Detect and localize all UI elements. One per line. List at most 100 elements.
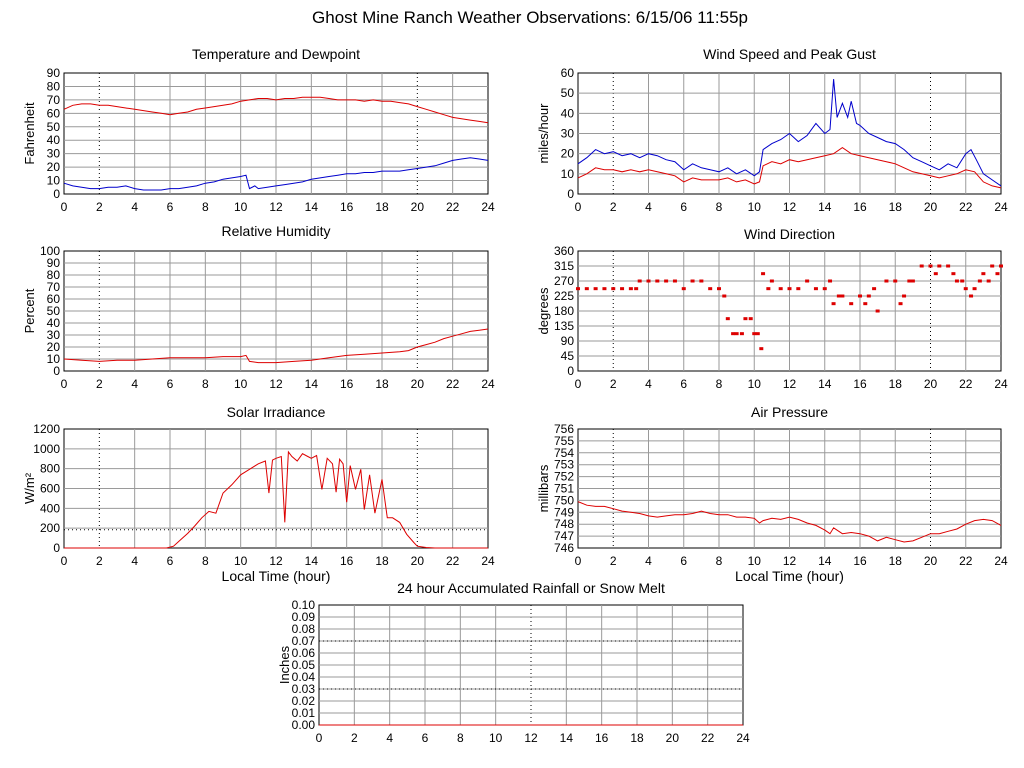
y-tick-label: 0.10 bbox=[292, 598, 316, 612]
x-tick-label: 4 bbox=[131, 377, 138, 391]
x-tick-label: 6 bbox=[422, 731, 429, 745]
x-tick-label: 24 bbox=[994, 377, 1008, 391]
x-tick-label: 4 bbox=[131, 554, 138, 568]
data-point bbox=[611, 287, 616, 291]
y-tick-label: 0.05 bbox=[292, 658, 316, 672]
data-point bbox=[787, 287, 792, 291]
chart-title: Relative Humidity bbox=[222, 223, 331, 239]
data-point bbox=[919, 264, 924, 268]
x-tick-label: 2 bbox=[610, 200, 617, 214]
y-tick-label: 754 bbox=[554, 446, 574, 460]
data-point bbox=[655, 279, 660, 283]
data-point bbox=[995, 272, 1000, 276]
x-tick-label: 22 bbox=[701, 731, 715, 745]
y-tick-label: 20 bbox=[561, 147, 575, 161]
data-point bbox=[681, 287, 686, 291]
y-tick-label: 800 bbox=[40, 462, 60, 476]
series-line-blue bbox=[63, 157, 489, 191]
series-line-blue bbox=[577, 79, 1002, 187]
y-tick-label: 1200 bbox=[33, 422, 60, 436]
data-point bbox=[672, 279, 677, 283]
y-tick-label: 748 bbox=[554, 517, 574, 531]
x-tick-label: 14 bbox=[560, 731, 574, 745]
x-tick-label: 14 bbox=[818, 554, 832, 568]
x-tick-label: 18 bbox=[375, 554, 389, 568]
x-tick-label: 2 bbox=[96, 200, 103, 214]
data-point bbox=[628, 287, 633, 291]
x-tick-label: 6 bbox=[680, 377, 687, 391]
data-point bbox=[858, 294, 862, 298]
chart-title: Solar Irradiance bbox=[227, 404, 326, 420]
y-tick-label: 0.01 bbox=[292, 706, 316, 720]
data-point bbox=[766, 287, 771, 291]
data-point bbox=[954, 279, 959, 283]
x-tick-label: 14 bbox=[818, 377, 832, 391]
data-point bbox=[893, 279, 898, 283]
y-tick-label: 750 bbox=[554, 493, 574, 507]
y-tick-label: 30 bbox=[561, 127, 575, 141]
x-tick-label: 16 bbox=[853, 377, 867, 391]
data-point bbox=[731, 332, 736, 336]
x-tick-label: 14 bbox=[305, 554, 319, 568]
series-line-red bbox=[577, 501, 1002, 543]
y-tick-label: 400 bbox=[40, 501, 60, 515]
x-tick-label: 14 bbox=[818, 200, 832, 214]
x-tick-label: 4 bbox=[645, 200, 652, 214]
x-tick-label: 18 bbox=[375, 200, 389, 214]
y-tick-label: 753 bbox=[554, 458, 574, 472]
data-point bbox=[840, 294, 845, 298]
x-tick-label: 8 bbox=[457, 731, 464, 745]
x-tick-label: 12 bbox=[269, 377, 283, 391]
y-tick-label: 315 bbox=[554, 259, 574, 273]
data-point bbox=[739, 332, 744, 336]
y-tick-label: 200 bbox=[40, 521, 60, 535]
x-tick-label: 12 bbox=[524, 731, 538, 745]
x-tick-label: 4 bbox=[386, 731, 393, 745]
data-point bbox=[960, 279, 965, 283]
data-point bbox=[866, 294, 871, 298]
y-tick-label: 749 bbox=[554, 505, 574, 519]
data-point bbox=[748, 317, 753, 321]
series-line-red bbox=[63, 328, 489, 364]
y-tick-label: 40 bbox=[47, 133, 61, 147]
data-point bbox=[796, 287, 801, 291]
x-tick-label: 2 bbox=[96, 377, 103, 391]
y-tick-label: 751 bbox=[554, 482, 574, 496]
y-axis-label: Inches bbox=[277, 645, 292, 684]
chart-title: 24 hour Accumulated Rainfall or Snow Mel… bbox=[397, 580, 665, 596]
y-tick-label: 0.02 bbox=[292, 694, 316, 708]
y-tick-label: 180 bbox=[554, 304, 574, 318]
y-tick-label: 0 bbox=[53, 541, 60, 555]
data-point bbox=[831, 302, 836, 306]
data-point bbox=[769, 279, 774, 283]
data-point bbox=[717, 287, 721, 291]
y-tick-label: 50 bbox=[47, 120, 61, 134]
y-tick-label: 755 bbox=[554, 434, 574, 448]
x-tick-label: 10 bbox=[234, 554, 248, 568]
x-tick-label: 10 bbox=[489, 731, 503, 745]
data-point bbox=[734, 332, 739, 336]
y-tick-label: 1000 bbox=[33, 442, 60, 456]
data-point bbox=[946, 264, 951, 268]
data-point bbox=[620, 287, 625, 291]
x-tick-label: 6 bbox=[680, 200, 687, 214]
data-point bbox=[999, 264, 1003, 268]
x-axis-label: Local Time (hour) bbox=[222, 568, 331, 584]
x-tick-label: 24 bbox=[736, 731, 750, 745]
y-tick-label: 50 bbox=[561, 86, 575, 100]
data-point bbox=[778, 287, 783, 291]
x-tick-label: 0 bbox=[575, 200, 582, 214]
y-axis-label: degrees bbox=[536, 287, 551, 334]
data-point bbox=[928, 264, 933, 268]
data-point bbox=[602, 287, 607, 291]
x-tick-label: 22 bbox=[959, 377, 973, 391]
y-tick-label: 0.07 bbox=[292, 634, 316, 648]
y-tick-label: 746 bbox=[554, 541, 574, 555]
chart-title: Temperature and Dewpoint bbox=[192, 46, 360, 62]
x-tick-label: 10 bbox=[748, 377, 762, 391]
x-tick-label: 14 bbox=[305, 200, 319, 214]
